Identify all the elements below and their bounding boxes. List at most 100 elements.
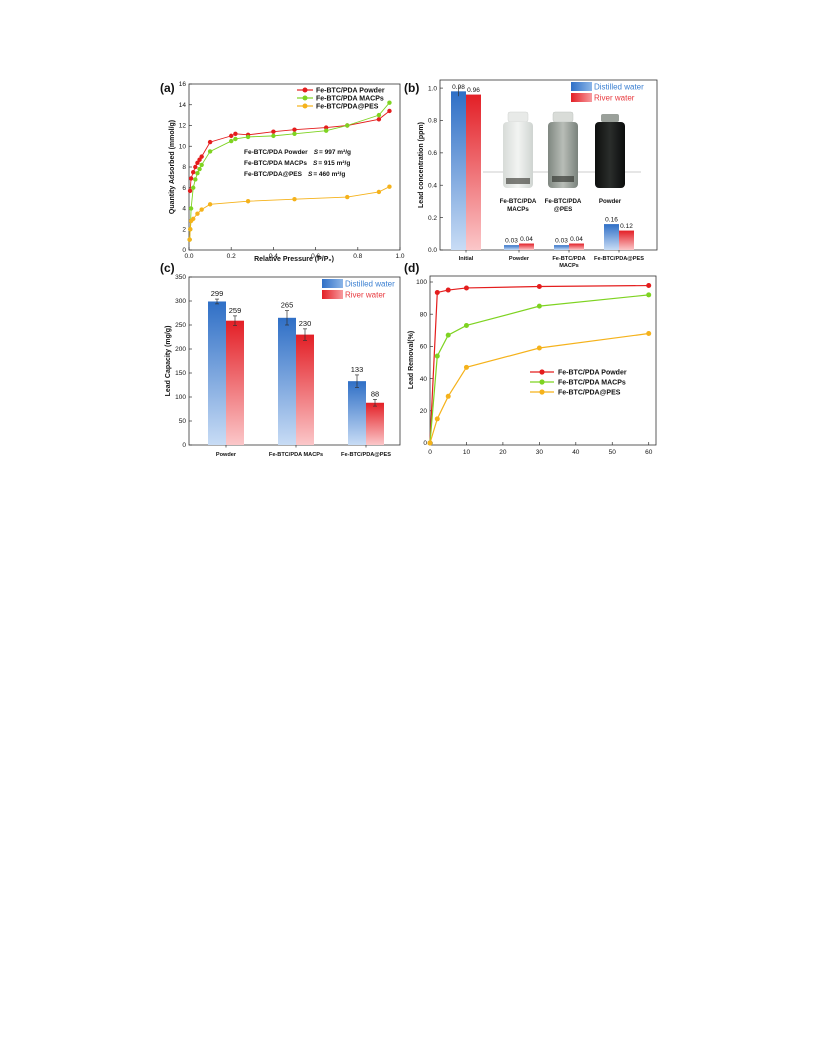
vial-macps-sediment — [506, 178, 530, 184]
legend-swatch-river-c — [322, 290, 343, 299]
bar — [619, 230, 634, 250]
data-label: 133 — [351, 365, 364, 374]
data-label: 0.03 — [555, 238, 568, 245]
legend-marker-macps-d — [539, 379, 545, 385]
bar — [604, 224, 619, 250]
data-point — [233, 131, 238, 136]
data-point — [207, 139, 213, 145]
data-point — [229, 138, 234, 144]
data-point — [536, 284, 542, 290]
data-point — [387, 108, 392, 114]
data-point — [376, 189, 382, 195]
legend-marker-powder — [302, 87, 308, 93]
data-label: 230 — [299, 319, 312, 328]
panel-d-lead-removal: (d) 0 20 40 60 80 100 0 10 20 30 40 50 60 Lead Remo… — [404, 261, 657, 456]
data-point — [646, 283, 652, 289]
panel-d-y-ticks: 0 20 40 60 80 100 — [416, 279, 433, 447]
data-point — [271, 133, 276, 139]
bar — [504, 245, 519, 250]
bar — [226, 320, 244, 445]
x-tick-label: 0.6 — [311, 253, 320, 260]
data-point — [207, 202, 213, 207]
legend-label-powder-d: Fe-BTC/PDA Powder — [558, 370, 627, 377]
data-label: 88 — [371, 389, 379, 398]
data-label: 0.04 — [520, 236, 533, 243]
data-point — [387, 100, 392, 105]
panel-c-tag: (c) — [160, 261, 175, 275]
y-tick-label: 8 — [182, 164, 186, 171]
data-point — [245, 134, 251, 140]
data-label: 0.03 — [505, 238, 518, 245]
data-point — [193, 177, 198, 182]
data-point — [292, 196, 297, 202]
y-tick-label: 0.0 — [428, 247, 437, 254]
legend-item-macps-d: Fe-BTC/PDA MACPs — [530, 379, 626, 387]
y-tick-label: 4 — [182, 206, 186, 213]
data-point — [427, 440, 433, 446]
vial-label-macps: Fe-BTC/PDA MACPs — [500, 198, 537, 213]
y-tick-label: 200 — [175, 346, 186, 353]
panel-b-legend: Distilled water River water — [571, 82, 644, 103]
y-tick-label: 2 — [182, 226, 186, 233]
legend-item-powder-d: Fe-BTC/PDA Powder — [530, 369, 627, 377]
panel-c-lead-capacity: (c) 0 50 100 150 200 250 300 350 Lead Capacity … — [160, 261, 401, 458]
legend-marker-pes-d — [539, 389, 545, 395]
data-point — [323, 125, 329, 130]
category-label: Powder — [509, 256, 530, 262]
category-label: Powder — [216, 452, 237, 458]
data-label: 299 — [211, 289, 224, 298]
y-tick-label: 0 — [182, 247, 186, 254]
legend-item-powder: Fe-BTC/PDA Powder — [297, 87, 385, 95]
data-point — [445, 393, 451, 399]
y-tick-label: 350 — [175, 274, 186, 281]
vial-pes-body — [548, 122, 578, 188]
vial-powder-cap — [601, 114, 619, 122]
data-label: 0.16 — [605, 217, 618, 224]
y-tick-label: 100 — [175, 394, 186, 401]
data-point — [271, 129, 276, 134]
data-point — [229, 133, 234, 139]
category-label: Initial — [459, 256, 474, 262]
data-point — [463, 285, 469, 291]
y-tick-label: 40 — [420, 376, 428, 383]
panel-c-legend: Distilled water River water — [322, 279, 395, 300]
legend-label-pes: Fe-BTC/PDA@PES — [316, 104, 379, 111]
data-point — [199, 207, 204, 212]
data-point — [376, 117, 382, 122]
y-tick-label: 0.8 — [428, 118, 437, 125]
data-point — [445, 287, 451, 293]
y-tick-label: 60 — [420, 344, 428, 351]
panel-a-series — [187, 100, 392, 242]
data-point — [199, 162, 204, 168]
vial-powder-body — [595, 122, 625, 188]
data-point — [646, 292, 652, 298]
legend-label-river-c: River water — [345, 291, 386, 300]
panel-b-bars: 0.98 0.960.03 0.04 0.03 0.040.160.12 — [451, 84, 634, 250]
category-label: Fe-BTC/PDA@PES — [594, 256, 644, 262]
panel-b-tag: (b) — [404, 81, 419, 95]
data-point — [188, 227, 193, 232]
legend-swatch-river — [571, 93, 592, 102]
panel-b-y-axis-label: Lead concentration (ppm) — [418, 122, 425, 208]
panel-a-y-ticks: 0 2 4 6 8 10 12 14 16 — [179, 81, 192, 254]
panel-d-y-axis-label: Lead Removal(%) — [408, 331, 415, 389]
data-point — [191, 185, 196, 190]
x-tick-label: 1.0 — [395, 253, 404, 260]
data-point — [233, 136, 238, 142]
legend-marker-pes — [302, 103, 308, 109]
data-point — [536, 303, 542, 309]
bar — [348, 381, 366, 445]
y-tick-label: 0.6 — [428, 150, 437, 157]
y-tick-label: 1.0 — [428, 85, 437, 92]
data-point — [187, 237, 192, 242]
panel-a-isotherm: (a) 0 2 4 6 8 10 12 14 16 0.0 0.2 0.4 0.6 0.8 1.0 Qua… — [160, 81, 405, 263]
data-point — [387, 184, 392, 189]
data-point — [191, 169, 196, 175]
panel-c-categories: Powder Fe-BTC/PDA MACPs Fe-BTC/PDA@PES — [216, 445, 391, 458]
annotation-macps: Fe-BTC/PDA MACPs S= 915 m²/g — [244, 160, 350, 167]
category-label-line: MACPs — [559, 263, 579, 269]
x-tick-label: 40 — [572, 449, 580, 456]
vial-pes-sediment — [552, 176, 574, 182]
x-tick-label: 0.2 — [227, 253, 236, 260]
x-tick-label: 50 — [609, 449, 617, 456]
